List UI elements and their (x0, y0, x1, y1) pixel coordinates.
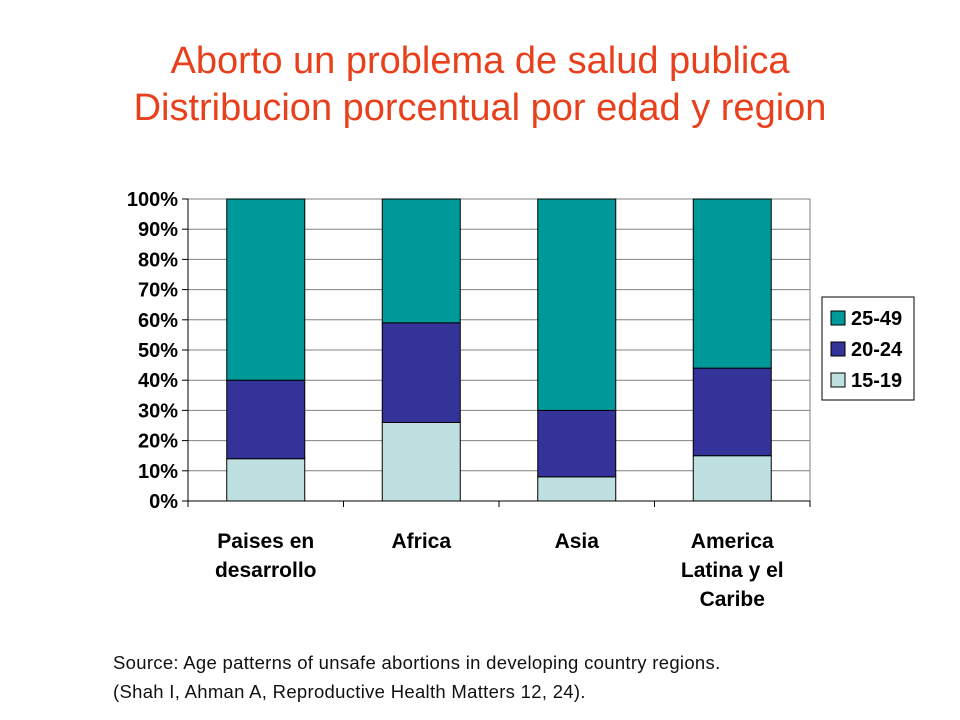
legend-label: 25-49 (851, 308, 902, 330)
bar-15-19 (226, 458, 306, 502)
bar-25-49 (692, 198, 772, 369)
source-citation: Source: Age patterns of unsafe abortions… (113, 648, 933, 706)
y-tick-label: 90% (138, 219, 178, 241)
bar-15-19 (381, 421, 461, 502)
y-tick-label: 40% (138, 370, 178, 392)
x-category-label: Paises en (217, 530, 314, 553)
source-line-2: (Shah I, Ahman A, Reproductive Health Ma… (113, 681, 586, 702)
x-category-label: Africa (391, 530, 451, 553)
legend-label: 15-19 (851, 370, 902, 392)
y-tick-label: 60% (138, 310, 178, 332)
x-category-label: Latina y el (681, 559, 784, 582)
y-tick-label: 100% (127, 189, 178, 211)
source-line-1: Source: Age patterns of unsafe abortions… (113, 652, 721, 673)
legend-label: 20-24 (851, 339, 903, 361)
x-category-label: Caribe (700, 588, 765, 611)
bar-15-19 (692, 455, 772, 502)
bar-20-24 (226, 379, 306, 460)
y-tick-label: 0% (149, 491, 178, 513)
bar-25-49 (537, 198, 617, 411)
x-category-label: desarrollo (215, 559, 317, 582)
y-tick-label: 80% (138, 249, 178, 271)
y-tick-label: 50% (138, 340, 178, 362)
bar-25-49 (226, 198, 306, 381)
bar-25-49 (381, 198, 461, 324)
title-line-2: Distribucion porcentual por edad y regio… (133, 87, 827, 129)
legend-swatch-20-24 (830, 341, 846, 357)
slide-title: Aborto un problema de salud publica Dist… (0, 38, 960, 132)
bar-15-19 (537, 476, 617, 502)
x-category-label: Asia (555, 530, 600, 553)
legend-swatch-25-49 (830, 310, 846, 326)
y-tick-label: 10% (138, 461, 178, 483)
x-category-label: America (691, 530, 774, 553)
legend-swatch-15-19 (830, 372, 846, 388)
bar-20-24 (692, 367, 772, 457)
bar-20-24 (537, 409, 617, 478)
y-tick-label: 70% (138, 280, 178, 302)
y-tick-label: 30% (138, 400, 178, 422)
title-line-1: Aborto un problema de salud publica (170, 40, 790, 82)
y-tick-label: 20% (138, 431, 178, 453)
bar-20-24 (381, 322, 461, 423)
